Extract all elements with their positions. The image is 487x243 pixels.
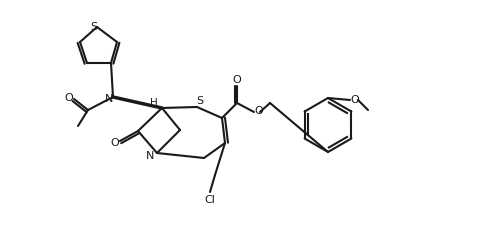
Text: O: O [111,138,119,148]
Text: Cl: Cl [205,195,215,205]
Text: O: O [65,93,74,103]
Text: S: S [196,96,204,106]
Text: O: O [255,106,263,116]
Text: O: O [233,75,242,85]
Text: N: N [105,94,113,104]
Text: O: O [351,95,359,105]
Text: N: N [146,151,154,161]
Text: H: H [150,98,158,108]
Text: S: S [91,22,97,32]
